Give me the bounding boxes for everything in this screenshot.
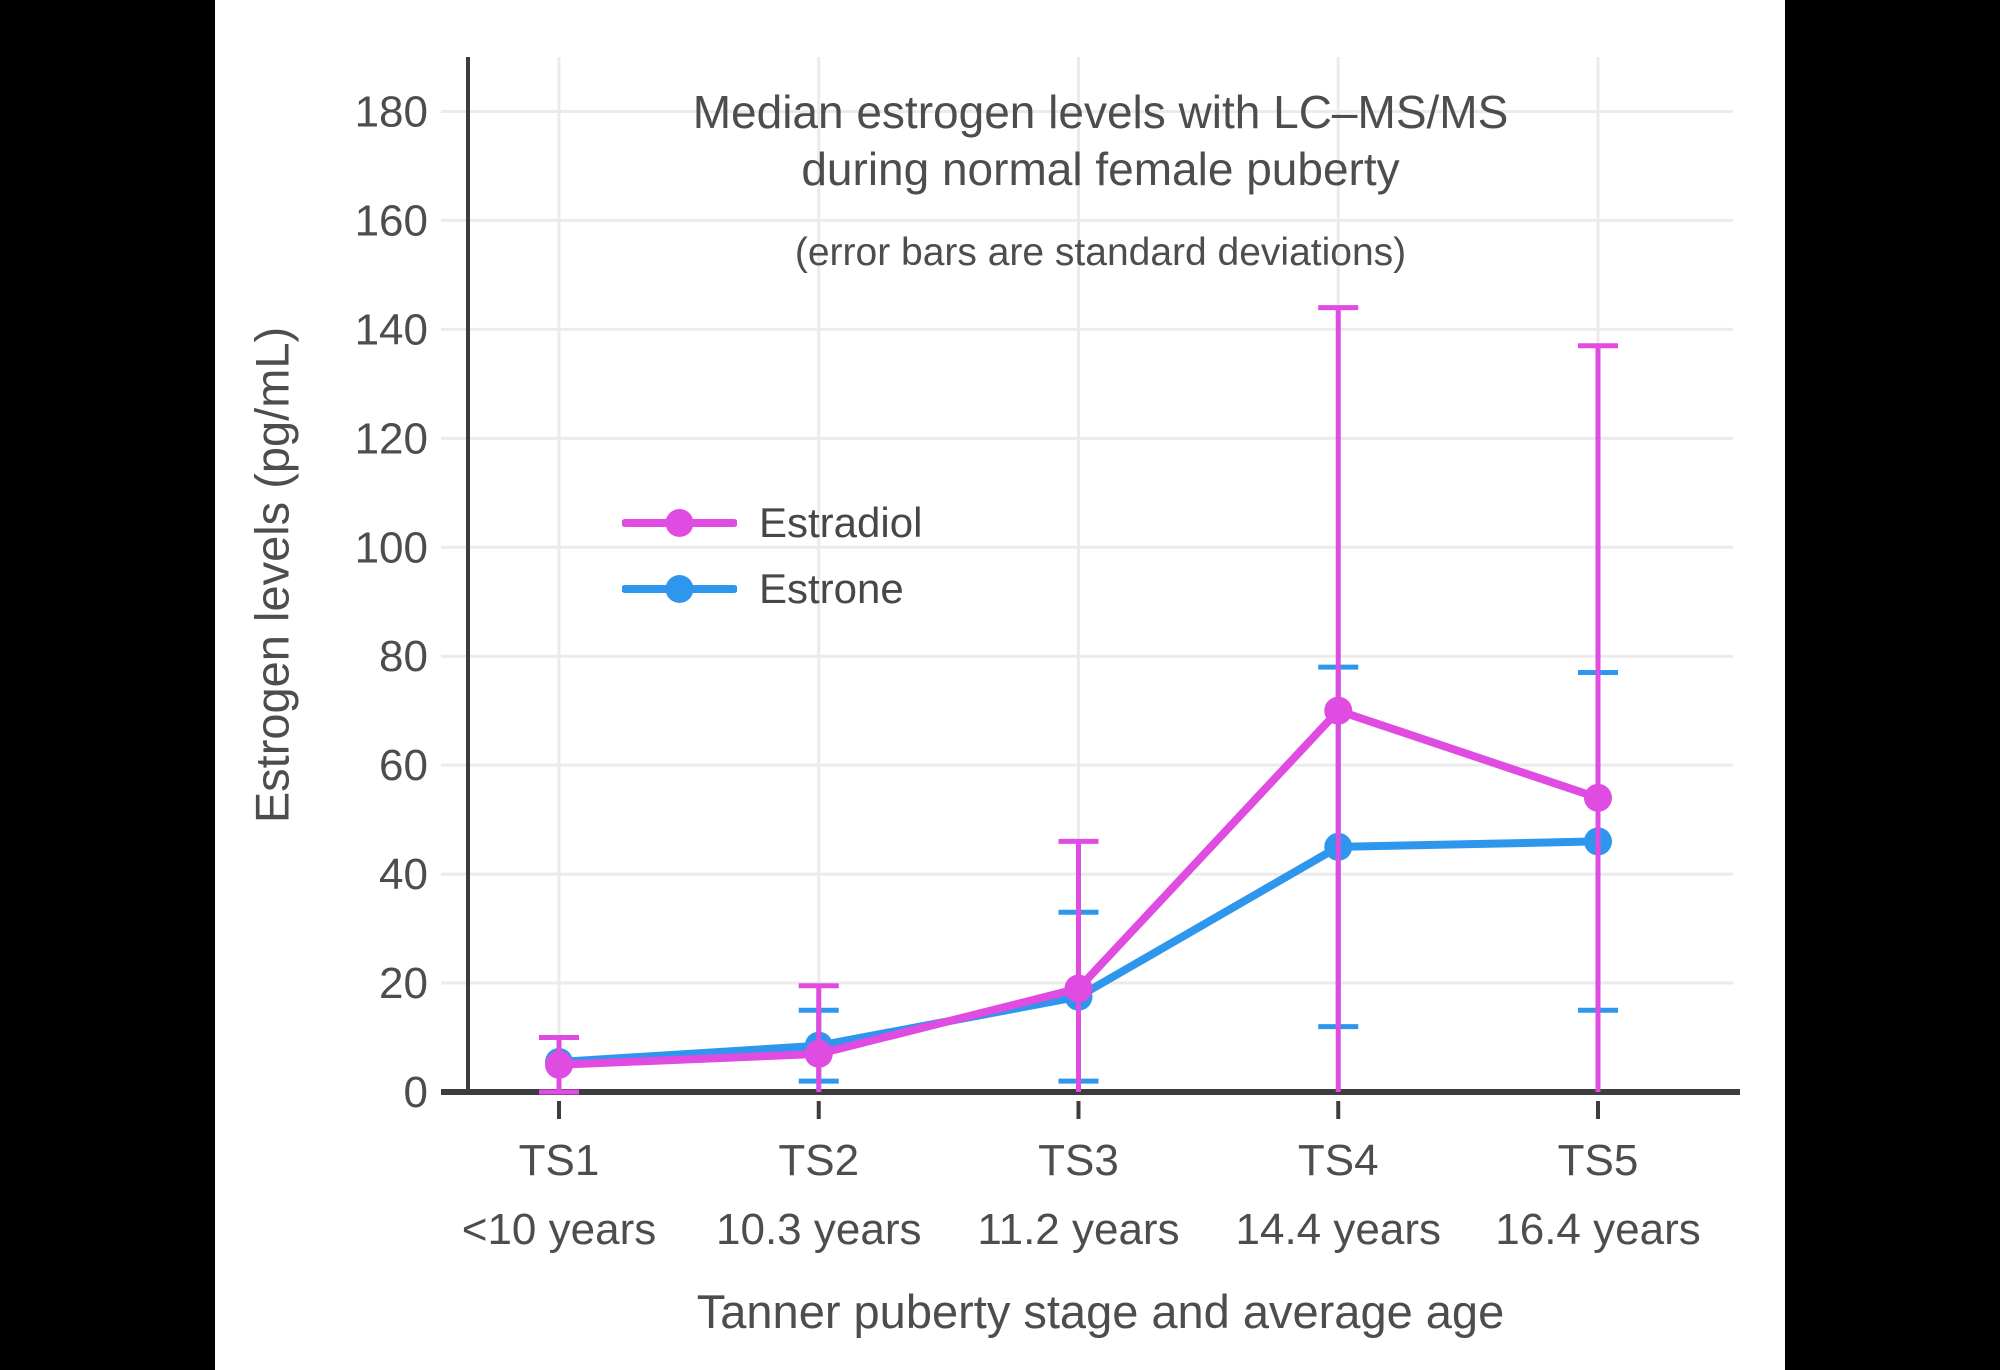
chart-title-line2: during normal female puberty <box>801 143 1400 195</box>
x-tick-label: TS4 <box>1298 1136 1379 1185</box>
estradiol-data-point <box>1064 974 1093 1003</box>
estradiol-legend-marker <box>622 509 737 537</box>
estradiol-legend-dot <box>665 509 694 537</box>
legend-label-estrone: Estrone <box>759 565 904 612</box>
estradiol-data-point <box>1584 783 1612 812</box>
x-axis-title: Tanner puberty stage and average age <box>696 1285 1505 1338</box>
x-tick-label: TS2 <box>778 1136 859 1185</box>
y-tick-label: 0 <box>404 1068 428 1117</box>
x-tick-sublabel: <10 years <box>462 1205 656 1254</box>
y-tick-label: 20 <box>379 959 428 1008</box>
legend-label-estradiol: Estradiol <box>759 499 923 546</box>
y-tick-label: 160 <box>355 196 428 245</box>
x-tick-sublabel: 10.3 years <box>716 1205 921 1254</box>
x-tick-label: TS1 <box>519 1136 600 1185</box>
y-axis-title: Estrogen levels (pg/mL) <box>245 326 299 824</box>
chart-panel <box>215 0 1785 1370</box>
y-tick-label: 120 <box>355 414 428 463</box>
y-tick-label: 40 <box>379 850 428 899</box>
estradiol-data-point <box>545 1050 573 1079</box>
estradiol-data-point <box>804 1039 833 1068</box>
estradiol-data-point <box>1324 696 1353 725</box>
x-tick-label: TS3 <box>1038 1136 1119 1185</box>
chart-subtitle: (error bars are standard deviations) <box>794 231 1407 274</box>
x-tick-sublabel: 16.4 years <box>1495 1205 1700 1254</box>
x-tick-label: TS5 <box>1558 1136 1639 1185</box>
y-tick-label: 60 <box>379 741 428 790</box>
y-tick-label: 180 <box>355 87 428 136</box>
estrone-legend-marker <box>622 575 737 603</box>
chart-title: Median estrogen levels with LC–MS/MS dur… <box>468 84 1733 198</box>
y-tick-label: 80 <box>379 632 428 681</box>
y-tick-label: 100 <box>355 523 428 572</box>
legend-item-estradiol[interactable]: Estradiol <box>622 490 922 556</box>
legend-item-estrone[interactable]: Estrone <box>622 556 922 622</box>
x-tick-sublabel: 14.4 years <box>1236 1205 1441 1254</box>
estrone-legend-dot <box>665 575 694 603</box>
x-tick-sublabel: 11.2 years <box>977 1205 1179 1254</box>
legend: Estradiol Estrone <box>622 490 922 622</box>
chart-title-line1: Median estrogen levels with LC–MS/MS <box>692 86 1509 138</box>
y-tick-label: 140 <box>355 305 428 354</box>
